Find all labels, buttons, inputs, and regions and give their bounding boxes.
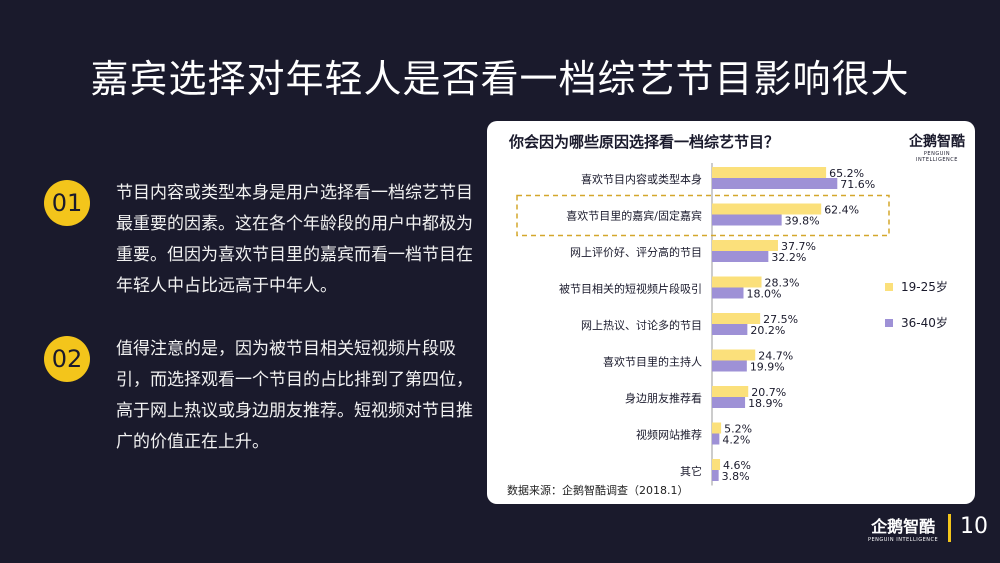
legend-label: 36-40岁	[901, 315, 948, 330]
logo: 企鹅智酷 PENGUIN INTELLIGENCE	[907, 131, 967, 163]
bar-series2	[712, 470, 719, 481]
data-label: 5.2%	[724, 423, 752, 436]
data-label: 28.3%	[765, 277, 800, 290]
point-text: 节目内容或类型本身是用户选择看一档综艺节目最重要的因素。这在各个年龄段的用户中都…	[116, 183, 473, 296]
data-label: 4.6%	[723, 459, 751, 472]
bar-series1	[712, 422, 722, 434]
point-number-badge: 01	[44, 180, 90, 226]
data-label: 62.4%	[824, 204, 859, 217]
data-label: 24.7%	[758, 350, 793, 363]
category-label: 身边朋友推荐看	[625, 391, 702, 405]
bar-series2	[712, 360, 747, 372]
bar-series1	[712, 203, 822, 215]
category-label: 其它	[680, 464, 702, 478]
legend-swatch	[885, 283, 893, 291]
data-label: 27.5%	[763, 313, 798, 326]
bar-series1	[712, 386, 749, 397]
bar-series2	[712, 178, 838, 189]
legend-label: 19-25岁	[901, 279, 948, 294]
bar-series2	[712, 397, 746, 408]
data-label: 18.0%	[747, 288, 782, 301]
point-number-badge: 02	[44, 336, 90, 382]
data-label: 65.2%	[829, 167, 864, 180]
category-label: 被节目相关的短视频片段吸引	[559, 282, 702, 296]
data-label: 4.2%	[722, 434, 750, 447]
category-label: 喜欢节目里的主持人	[603, 355, 702, 369]
bar-series1	[712, 240, 778, 251]
bar-series1	[712, 349, 756, 361]
bar-chart: 喜欢节目内容或类型本身 65.2%71.6% 喜欢节目里的嘉宾/固定嘉宾 62.4% 3…	[516, 163, 948, 486]
highlight-box	[516, 194, 890, 237]
bar-series1	[712, 459, 721, 470]
data-label: 37.7%	[781, 240, 816, 253]
legend-swatch	[885, 319, 893, 327]
bar-series2	[712, 214, 782, 226]
data-label: 32.2%	[771, 251, 806, 264]
bar-series1	[712, 167, 827, 178]
category-label: 喜欢节目里的嘉宾/固定嘉宾	[566, 209, 702, 223]
bar-series1	[712, 313, 761, 324]
bar-series2	[712, 324, 748, 335]
footer-divider	[948, 514, 951, 542]
logo-subtext: PENGUIN INTELLIGENCE	[916, 151, 958, 163]
category-label: 网上热议、讨论多的节目	[581, 318, 702, 332]
category-label: 喜欢节目内容或类型本身	[581, 172, 702, 186]
category-label: 网上评价好、评分高的节目	[570, 245, 702, 259]
data-label: 19.9%	[750, 361, 785, 374]
data-label: 18.9%	[748, 397, 783, 410]
page-title: 嘉宾选择对年轻人是否看一档综艺节目影响很大	[90, 57, 910, 101]
bar-series2	[712, 251, 769, 262]
data-label: 3.8%	[722, 470, 750, 483]
data-label: 39.8%	[785, 215, 820, 228]
bar-series2	[712, 433, 720, 445]
data-label: 71.6%	[840, 178, 875, 191]
footer-logo: 企鹅智酷 PENGUIN INTELLIGENCE	[868, 513, 938, 543]
chart-title: 你会因为哪些原因选择看一档综艺节目？	[509, 133, 780, 151]
logo-text: 企鹅智酷	[909, 134, 965, 150]
category-label: 视频网站推荐	[636, 428, 702, 442]
bar-series1	[712, 276, 762, 288]
bar-series2	[712, 287, 744, 299]
page-number: 10	[960, 514, 988, 539]
data-source: 数据来源：企鹅智酷调查（2018.1）	[507, 484, 689, 497]
data-label: 20.7%	[751, 386, 786, 399]
footer-logo-subtext: PENGUIN INTELLIGENCE	[868, 537, 939, 543]
footer-logo-text: 企鹅智酷	[871, 517, 936, 536]
point-text: 值得注意的是，因为被节目相关短视频片段吸引，而选择观看一个节目的占比排到了第四位…	[116, 339, 473, 452]
data-label: 20.2%	[750, 324, 785, 337]
chart-panel: 喜欢节目内容或类型本身 65.2% 71.6% 喜欢节目里的嘉宾/固定嘉宾 62.4% 3…	[487, 121, 975, 504]
